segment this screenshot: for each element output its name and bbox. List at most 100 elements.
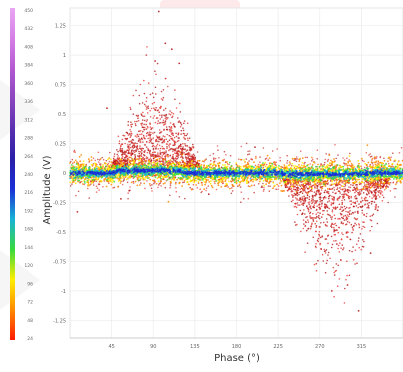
data-point — [385, 187, 387, 189]
data-point — [372, 166, 374, 168]
data-point — [160, 154, 162, 156]
data-point — [178, 156, 180, 158]
data-point — [336, 243, 338, 245]
data-point — [73, 161, 75, 163]
data-point — [246, 143, 248, 145]
data-point — [173, 145, 175, 147]
data-point — [93, 163, 95, 165]
data-point — [249, 186, 251, 188]
data-point — [163, 135, 165, 137]
data-point — [328, 198, 330, 200]
data-point — [137, 115, 139, 117]
data-point — [347, 236, 349, 238]
data-point — [163, 89, 165, 91]
data-point — [111, 184, 113, 186]
data-point — [319, 218, 321, 220]
data-point — [310, 212, 312, 214]
data-point — [133, 182, 135, 184]
data-point — [371, 203, 373, 205]
data-point — [344, 163, 346, 165]
data-point — [201, 184, 203, 186]
data-point — [294, 158, 296, 160]
data-point — [215, 158, 217, 160]
data-point — [356, 188, 358, 190]
data-point — [358, 163, 360, 165]
data-point — [163, 109, 165, 111]
data-point — [299, 166, 301, 168]
data-point — [169, 155, 171, 157]
data-point — [340, 189, 342, 191]
data-point — [139, 141, 141, 143]
data-point — [327, 188, 329, 190]
data-point — [358, 240, 360, 242]
data-point — [141, 133, 143, 135]
data-point — [308, 188, 310, 190]
data-point — [159, 132, 161, 134]
data-point — [326, 218, 328, 220]
data-point — [350, 187, 352, 189]
data-point — [345, 224, 347, 226]
data-point — [160, 139, 162, 141]
data-point — [181, 159, 183, 161]
data-point — [135, 125, 137, 127]
data-point — [138, 136, 140, 138]
data-point — [269, 181, 271, 183]
data-point — [388, 163, 390, 165]
data-point — [128, 190, 130, 192]
data-point — [138, 151, 140, 153]
data-point — [258, 183, 260, 185]
data-point — [308, 221, 310, 223]
data-point — [240, 166, 242, 168]
data-point — [375, 197, 377, 199]
data-point — [310, 190, 312, 192]
watermark-shape — [0, 250, 40, 310]
data-point — [346, 195, 348, 197]
data-point — [318, 217, 320, 219]
data-point — [350, 166, 352, 168]
data-point — [351, 213, 353, 215]
data-point — [303, 182, 305, 184]
data-point — [157, 63, 159, 65]
data-point — [253, 192, 255, 194]
data-point — [353, 206, 355, 208]
data-point — [316, 209, 318, 211]
data-point — [333, 187, 335, 189]
data-point — [274, 163, 276, 165]
data-point — [366, 186, 368, 188]
data-point — [175, 133, 177, 135]
data-point — [146, 128, 148, 130]
data-point — [356, 243, 358, 245]
data-point — [351, 251, 353, 253]
data-point — [146, 46, 148, 48]
data-point — [342, 249, 344, 251]
data-point — [155, 161, 157, 163]
data-point — [70, 185, 72, 187]
data-point — [259, 161, 261, 163]
data-point — [335, 165, 337, 167]
data-point — [290, 184, 292, 186]
data-point — [316, 221, 318, 223]
data-point — [152, 152, 154, 154]
data-point — [180, 126, 182, 128]
data-point — [138, 120, 140, 122]
data-point — [113, 158, 115, 160]
data-point — [161, 91, 163, 93]
data-point — [231, 193, 233, 195]
colorbar-tick-label: 336 — [24, 99, 33, 105]
data-point — [97, 187, 99, 189]
data-point — [303, 195, 305, 197]
data-point — [114, 153, 116, 155]
data-point — [175, 149, 177, 151]
data-point — [161, 116, 163, 118]
data-point — [154, 109, 156, 111]
data-point — [156, 145, 158, 147]
data-point — [305, 185, 307, 187]
data-point — [127, 182, 129, 184]
data-point — [295, 194, 297, 196]
data-point — [341, 194, 343, 196]
data-point — [141, 160, 143, 162]
data-point — [183, 137, 185, 139]
data-point — [89, 160, 91, 162]
data-point — [307, 219, 309, 221]
data-point — [323, 198, 325, 200]
